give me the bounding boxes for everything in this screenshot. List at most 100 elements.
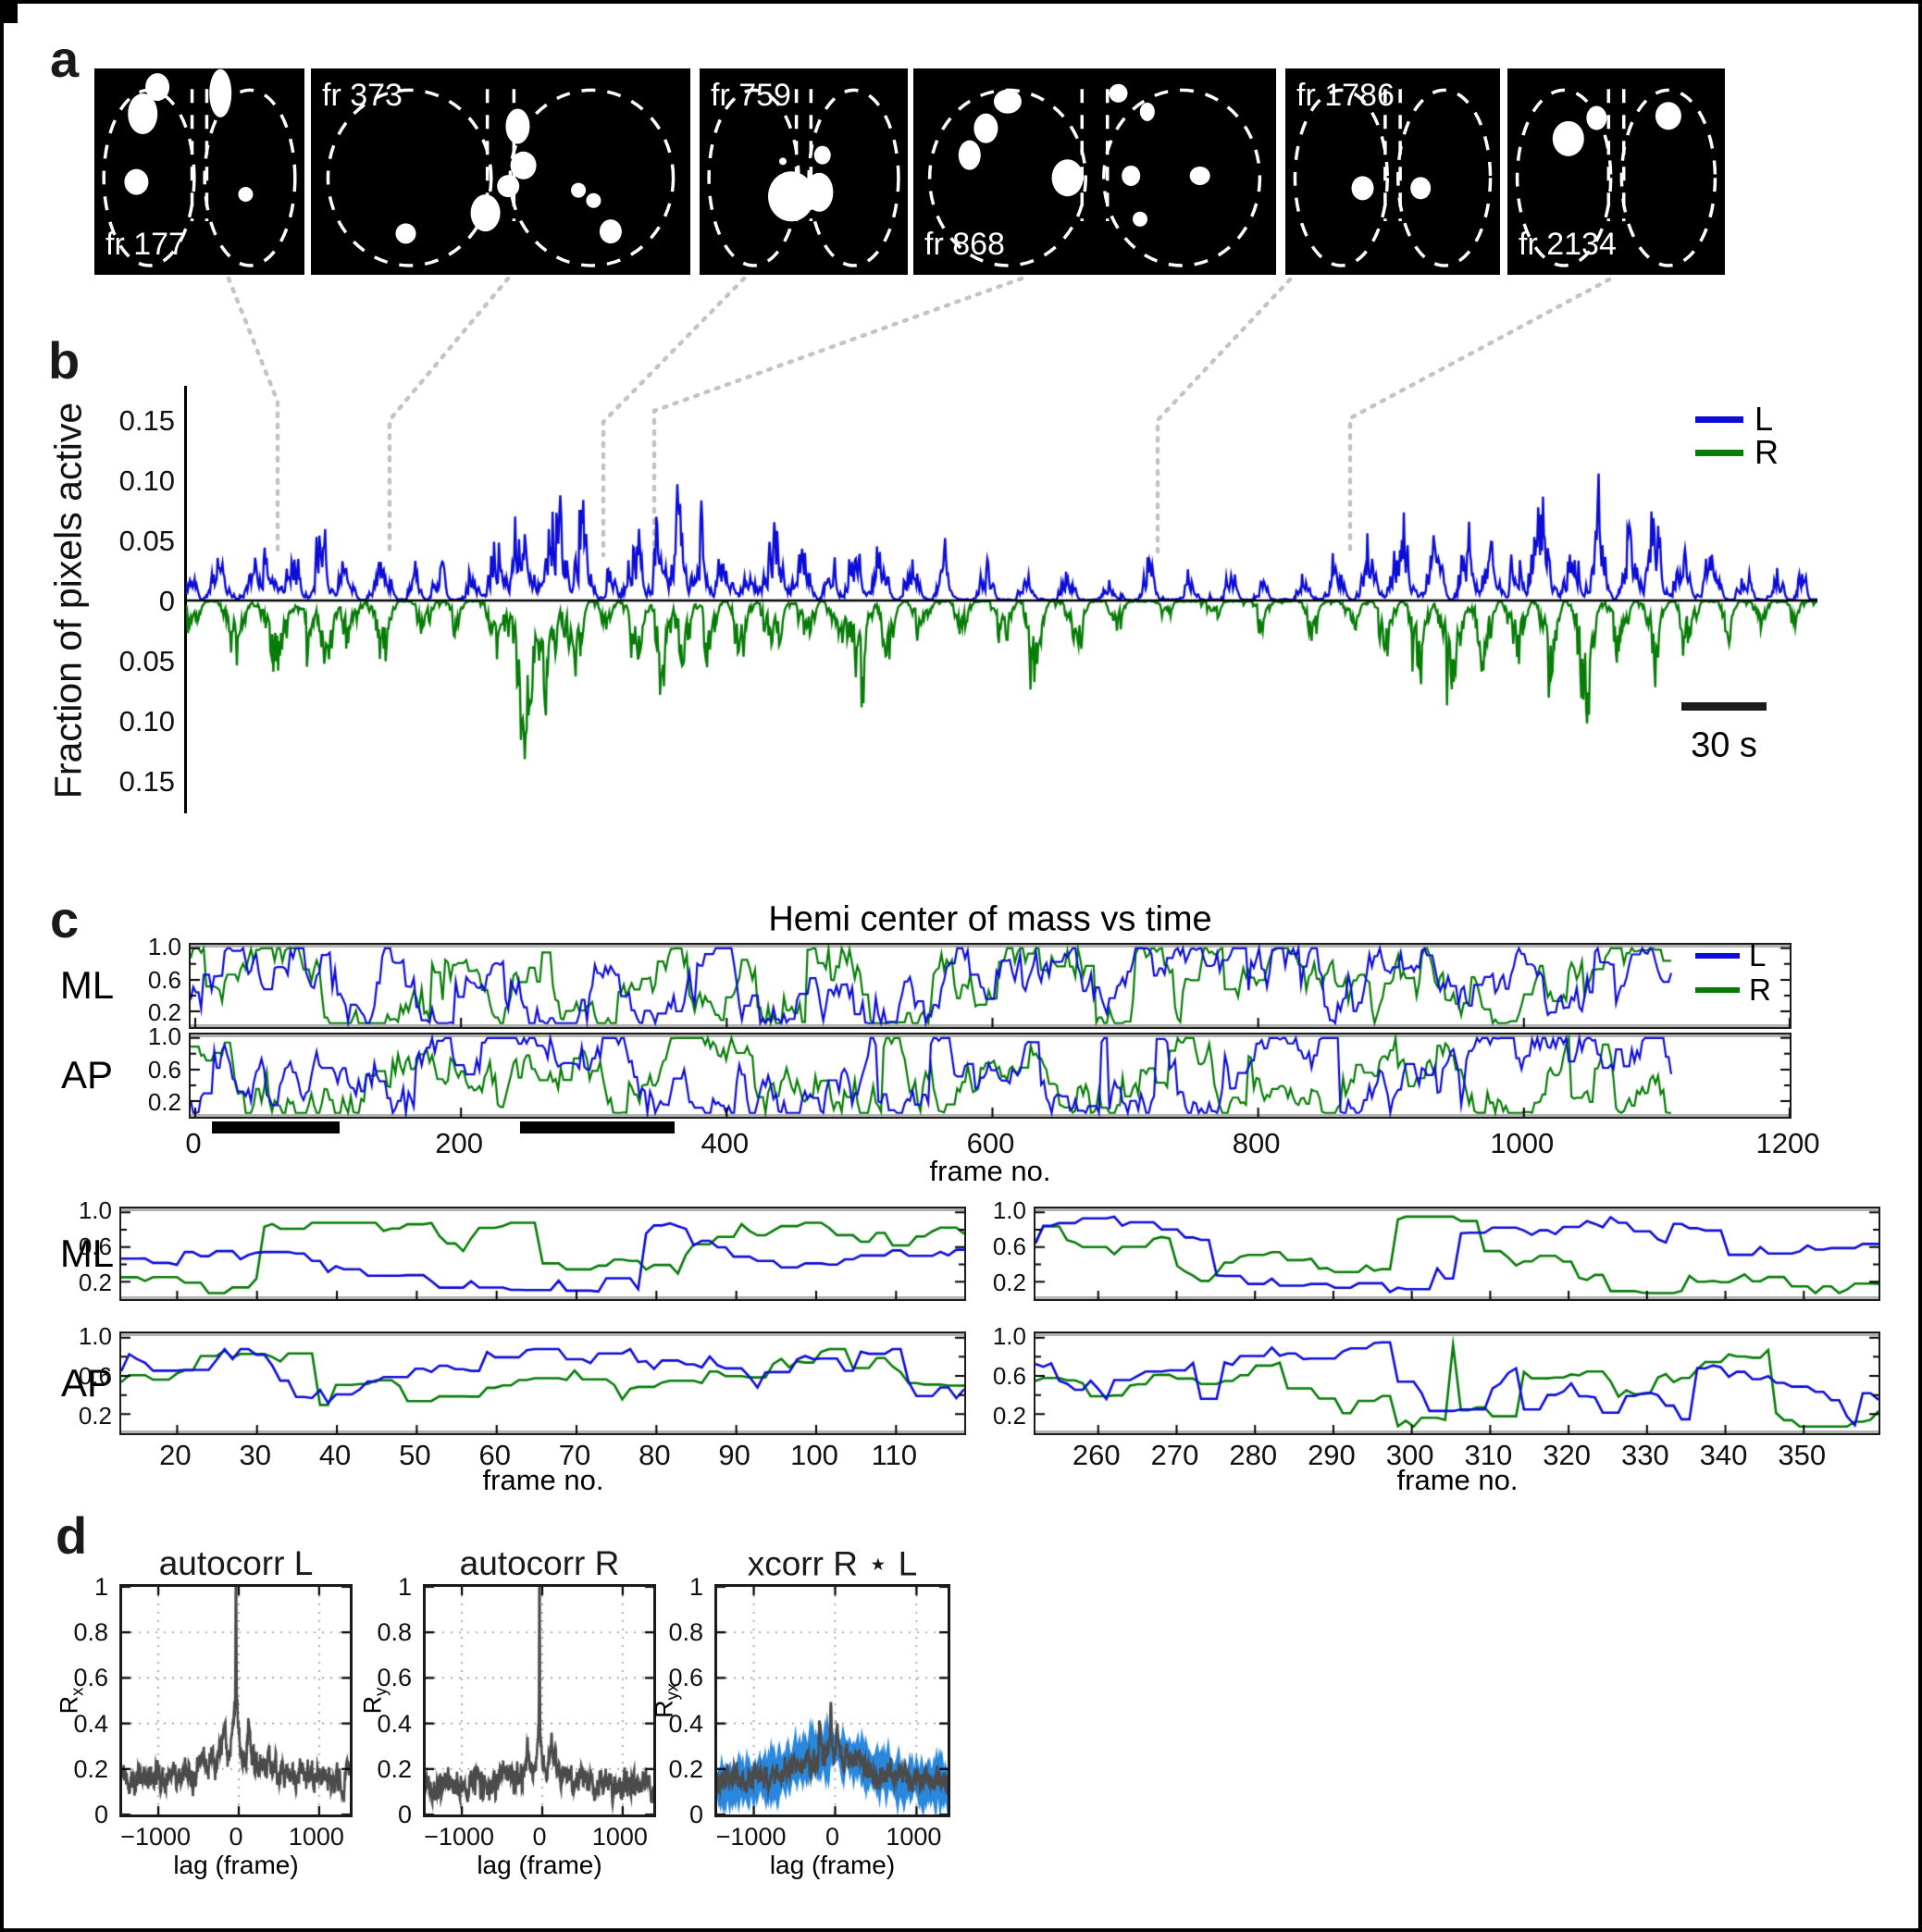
com-zoom-canvas [1035,1208,1879,1299]
panel-b-legend-line-R [1695,450,1743,456]
panel-b-y-axis-spine [184,386,187,813]
panel-b-y-tick [4,6,18,9]
panel-c-y-tick-label: 1.0 [992,1196,1026,1225]
panel-label-a: a [50,30,80,88]
brain-outline-svg [707,88,900,267]
panel-d-y-tick-label: 0.4 [377,1709,412,1738]
panel-d-x-tick-label: −1000 [424,1823,495,1851]
panel-d-y-tick-label: 0.6 [377,1664,412,1692]
panel-c-overview-ml-plot [189,943,1792,1029]
panel-c-overview-x-tick-label: 200 [435,1127,484,1159]
panel-c-y-tick-label: 1.0 [78,1196,112,1225]
row-label-ml-zoom: ML [59,1232,115,1275]
panel-label-c: c [50,890,80,948]
panel-b-y-tick [4,9,18,12]
panel-c-zoom-x-tick-label: 280 [1229,1439,1278,1471]
panel-c-y-tick-label: 0.2 [147,998,181,1027]
panel-c-overview-x-tick-label: 600 [966,1127,1015,1159]
panel-c-zoom-x-tick-label: 340 [1699,1439,1748,1471]
panel-d-canvas [122,1587,350,1814]
com-overview-canvas [191,1034,1790,1117]
panel-c-legend-label-R: R [1749,972,1771,1007]
panel-c-overview-ap-plot [189,1033,1792,1119]
panel-d-y-tick-label: 0.2 [377,1754,412,1783]
frame-label: fr 868 [924,227,1005,262]
panel-d-x-tick-label: 0 [229,1823,243,1851]
panel-c-overview-x-axis-label: frame no. [929,1155,1051,1187]
panel-c-zoom-x-tick-label: 50 [399,1439,431,1471]
panel-c-y-tick-label: 0.2 [78,1401,112,1430]
panel-d-y-tick-label: 0.8 [377,1618,412,1647]
panel-d-plot-title: autocorr L [158,1544,314,1582]
panel-b-y-tick-label: 0.15 [118,404,175,437]
panel-c-zoom-x-tick-label: 300 [1385,1439,1434,1471]
panel-b-y-tick [4,4,18,6]
com-overview-canvas [191,945,1790,1027]
panel-c-overview-x-tick-label: 800 [1232,1127,1281,1159]
panel-c-legend-line-R [1695,987,1740,993]
panel-d-plot-autocorr-L [119,1584,353,1817]
panel-c-overview-x-tick-label: 400 [701,1127,750,1159]
panel-d-x-tick-label: −1000 [715,1823,787,1851]
panel-c-zoom-right-ap-plot [1034,1331,1880,1435]
brain-outline-svg [1293,88,1493,267]
panel-c-zoom-left-ap-plot [119,1331,966,1435]
panel-c-zoom-x-tick-label: 330 [1620,1439,1669,1471]
panel-d-y-tick-label: 1 [688,1573,703,1601]
row-label-ap-zoom: AP [60,1361,114,1405]
panel-c-zoom-x-tick-label: 80 [639,1439,671,1471]
panel-c-zoom-right-ml-plot [1034,1207,1880,1301]
brain-outline-svg [326,88,676,267]
panel-d-y-tick-label: 0 [688,1801,703,1828]
row-label-ml-overview: ML [59,963,115,1007]
panel-b-y-tick [4,15,18,18]
panel-d-plot-title: xcorr R ⋆ L [747,1544,918,1583]
panel-c-zoom-x-tick-label: 310 [1464,1439,1513,1471]
panel-b-y-tick-label: 0.15 [118,765,175,798]
brain-frame: fr 1786 [1285,68,1500,275]
frame-label: fr 373 [322,78,403,113]
panel-c-zoom-x-tick-label: 270 [1150,1439,1199,1471]
brain-outline-svg [102,68,297,267]
panel-b-y-ticks: 0.15 0.10 0.05 0 0.05 0.10 0.15 [4,4,175,798]
panel-d-x-axis-label: lag (frame) [173,1851,299,1879]
brain-outline-svg [927,83,1262,267]
panel-c-zoom-x-tick-label: 60 [478,1439,511,1471]
panel-d-x-axis-label: lag (frame) [477,1851,602,1879]
panel-c-y-tick-label: 0.2 [78,1269,112,1297]
panel-c-legend-label-L: L [1749,938,1767,972]
panel-c-zoom-x-tick-label: 100 [790,1439,838,1471]
panel-b-y-tick-label: 0.05 [118,525,175,557]
com-zoom-canvas [1035,1333,1879,1433]
panel-b-y-tick-label: 0.10 [118,464,175,497]
panel-c-zoom-x-tick-label: 90 [718,1439,750,1471]
panel-b-y-tick-label: 0 [158,585,175,617]
panel-d-canvas [717,1587,948,1814]
brain-frame: fr 868 [913,68,1276,275]
time-scalebar [1681,702,1767,711]
panel-c-zoom-x-tick-label: 70 [558,1439,591,1471]
frame-label: fr 2134 [1519,227,1617,262]
panel-c-zoom-x-tick-label: 30 [239,1439,271,1471]
panel-d-y-tick-label: 0.6 [668,1664,703,1692]
panel-d-canvas [426,1587,653,1814]
panel-c-overview-x-tick-label: 1200 [1755,1127,1820,1159]
panel-c-y-tick-label: 1.0 [78,1321,112,1350]
panel-c-zoom-x-tick-label: 110 [871,1439,917,1471]
panel-c-y-tick-label: 0.6 [147,965,181,994]
panel-c-zoom-x-tick-label: 40 [318,1439,352,1471]
panel-c-zoom-left-x-axis-label: frame no. [482,1464,604,1496]
panel-d-x-tick-label: 1000 [288,1823,344,1851]
panel-c-y-tick-label: 0.6 [992,1232,1026,1261]
panel-d-y-tick-label: 0.6 [73,1664,108,1692]
panel-c-overview-x-tick-label: 0 [185,1127,202,1159]
panel-d-y-tick-label: 0 [93,1801,108,1828]
panel-b-y-axis-label: Fraction of pixels active [46,402,90,799]
panel-c-zoom-x-tick-label: 290 [1308,1439,1356,1471]
panel-d-y-tick-label: 1 [397,1573,412,1601]
panel-b-y-tick-label: 0.05 [118,645,175,677]
row-label-ap-overview: AP [60,1053,114,1096]
brain-frame: fr 2134 [1507,68,1725,275]
panel-d-y-tick-label: 0.8 [668,1618,703,1647]
panel-c-zoom-x-tick-label: 320 [1543,1439,1591,1471]
